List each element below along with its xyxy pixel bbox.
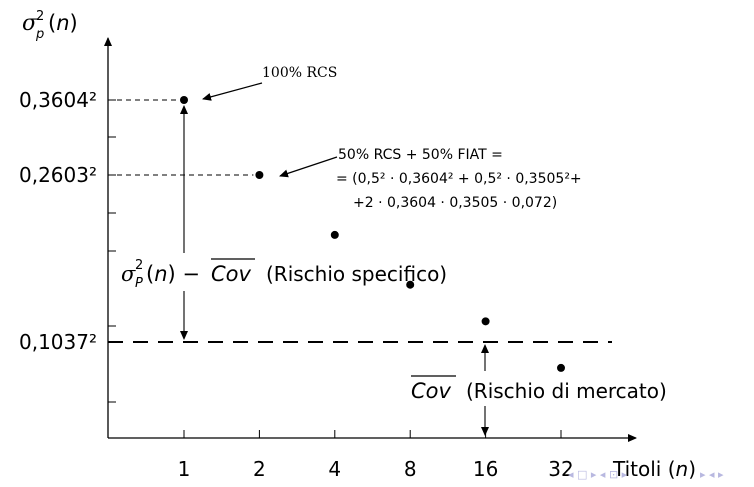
x-tick-label: 32 [548, 457, 573, 481]
x-tick-label: 4 [328, 457, 341, 481]
svg-text:(n) −: (n) − [146, 262, 200, 286]
svg-text:σ: σ [22, 11, 38, 36]
svg-text:(n): (n) [48, 11, 78, 35]
chart-marks: 1 2 4 8 16 32 0,3604² 0,2603² 0,1037² [19, 88, 612, 481]
x-tick-label: 16 [473, 457, 498, 481]
x-tick-label: 8 [404, 457, 417, 481]
specific-risk-label: σ 2 P (n) − Cov (Rischio specifico) [121, 258, 447, 291]
svg-text:2: 2 [135, 258, 143, 273]
data-point [255, 171, 264, 179]
x-axis-label: Titoli (n) [612, 457, 696, 481]
svg-text:▸ ◂ ▸: ▸ ◂ ▸ [700, 468, 724, 481]
data-point [481, 317, 490, 326]
market-risk-cov: Cov [411, 379, 452, 403]
data-point [180, 96, 188, 104]
svg-text:p: p [35, 27, 44, 42]
data-point [406, 280, 415, 289]
svg-text:σ: σ [121, 262, 136, 286]
y-axis-label: σ 2 p (n) [22, 9, 78, 42]
annotation-rcs-arrow [202, 82, 263, 101]
annotation-mix-arrow [279, 156, 338, 178]
market-risk-label: Cov (Rischio di mercato) [411, 375, 667, 403]
annotation-mix-line2: = (0,5² · 0,3604² + 0,5² · 0,3505²+ [336, 171, 582, 187]
y-tick-label: 0,1037² [19, 330, 97, 354]
svg-text:2: 2 [36, 9, 44, 24]
y-tick-label: 0,3604² [19, 88, 97, 112]
annotation-rcs: 100% RCS [262, 65, 337, 81]
annotation-mix-line3: +2 · 0,3604 · 0,3505 · 0,072) [353, 195, 557, 211]
svg-text:◂ □ ▸ ◂ ⊡ ▸: ◂ □ ▸ ◂ ⊡ ▸ [568, 468, 628, 481]
y-tick-label: 0,2603² [19, 163, 97, 187]
x-tick-label: 2 [253, 457, 266, 481]
data-point [330, 230, 339, 239]
svg-text:Titoli (n): Titoli (n) [612, 457, 696, 481]
data-point [557, 363, 565, 372]
svg-text:P: P [135, 276, 143, 291]
specific-risk-text: (Rischio specifico) [266, 262, 447, 286]
beamer-nav-icons: ◂ □ ▸ ◂ ⊡ ▸ ▸ ◂ ▸ [568, 468, 724, 481]
specific-risk-cov: Cov [211, 262, 252, 286]
market-risk-text: (Rischio di mercato) [466, 379, 667, 403]
x-tick-label: 1 [178, 457, 191, 481]
annotation-mix-line1: 50% RCS + 50% FIAT = [338, 147, 503, 163]
